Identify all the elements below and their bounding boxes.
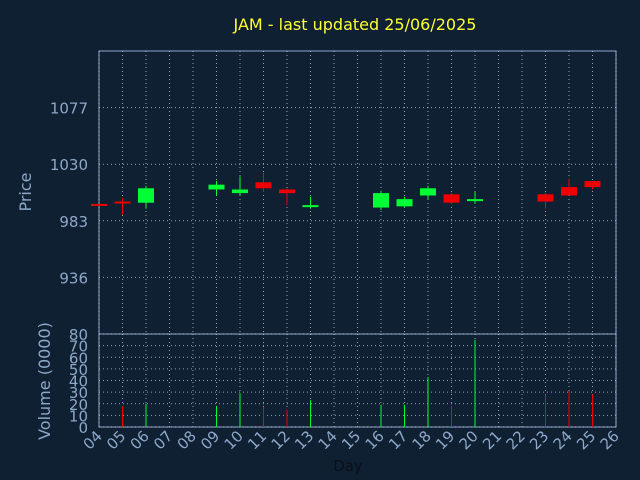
candle [396,196,413,208]
candle-body [584,181,601,188]
x-tick-label: 25 [573,427,599,453]
volume-bars [122,339,593,427]
volume-tick-label: 10 [69,407,88,425]
candle [420,185,436,200]
candle [279,188,295,206]
price-grid [98,51,617,334]
candle [138,185,154,209]
volume-grid [98,333,617,428]
price-tick-label: 983 [59,213,88,231]
candle-body [138,188,154,203]
price-y-ticks: 1077 1030 983 936 [50,100,88,288]
candle-body [208,184,225,190]
volume-tick-label: 20 [69,396,88,414]
x-tick-label: 16 [362,427,388,453]
x-tick-label: 17 [385,427,411,453]
candle-body [561,187,577,196]
volume-tick-label: 60 [69,349,88,367]
x-tick-label: 24 [550,427,576,453]
volume-tick-label: 0 [78,419,88,437]
candle [232,176,248,196]
candle-body [467,199,483,202]
candle [537,193,554,209]
x-tick-label: 11 [244,427,270,453]
candle [208,181,225,196]
candle [114,197,131,215]
candle [302,196,319,209]
price-tick-label: 1030 [50,156,88,174]
candle-body [373,193,389,208]
candle [91,203,107,206]
candle [443,193,460,204]
volume-tick-label: 50 [69,361,88,379]
x-tick-label: 26 [597,427,623,453]
x-tick-label: 21 [479,427,505,453]
candle [373,190,389,210]
x-tick-label: 08 [174,427,200,453]
candle [255,172,272,192]
candle-body [396,199,413,207]
candle-body [91,203,107,206]
candle-body [279,189,295,194]
volume-tick-label: 30 [69,384,88,402]
x-tick-label: 10 [221,427,247,453]
x-axis-ticks: 0405060708091011121314151617181920212223… [80,427,623,453]
volume-tick-label: 80 [69,326,88,344]
x-tick-label: 05 [103,427,129,453]
x-tick-label: 09 [197,427,223,453]
candle-body [302,205,319,208]
x-tick-label: 12 [268,427,294,453]
candle-body [114,201,131,204]
candle-body [420,188,436,196]
x-tick-label: 19 [432,427,458,453]
candle [467,191,483,204]
x-tick-label: 15 [338,427,364,453]
x-tick-label: 23 [526,427,552,453]
x-axis-label: Day [333,457,363,475]
price-panel: 1077 1030 983 936 Price [16,50,617,335]
candle [584,181,601,190]
volume-tick-label: 40 [69,373,88,391]
x-tick-label: 07 [150,427,176,453]
price-tick-label: 1077 [50,100,88,118]
x-tick-label: 06 [127,427,153,453]
candle-body [232,189,248,194]
chart-title: JAM - last updated 25/06/2025 [233,15,477,34]
x-tick-label: 13 [291,427,317,453]
candle-body [443,194,460,203]
x-tick-label: 14 [315,427,341,453]
candle-body [255,182,272,189]
price-tick-label: 936 [59,269,88,287]
x-tick-label: 22 [503,427,529,453]
volume-panel-frame [98,333,617,428]
candles [91,172,601,215]
candle-body [537,194,554,202]
volume-tick-label: 70 [69,338,88,356]
volume-axis-label: Volume (0000) [35,322,54,440]
x-tick-label: 18 [409,427,435,453]
x-tick-label: 20 [456,427,482,453]
price-axis-label: Price [16,172,35,211]
candle [561,178,577,196]
